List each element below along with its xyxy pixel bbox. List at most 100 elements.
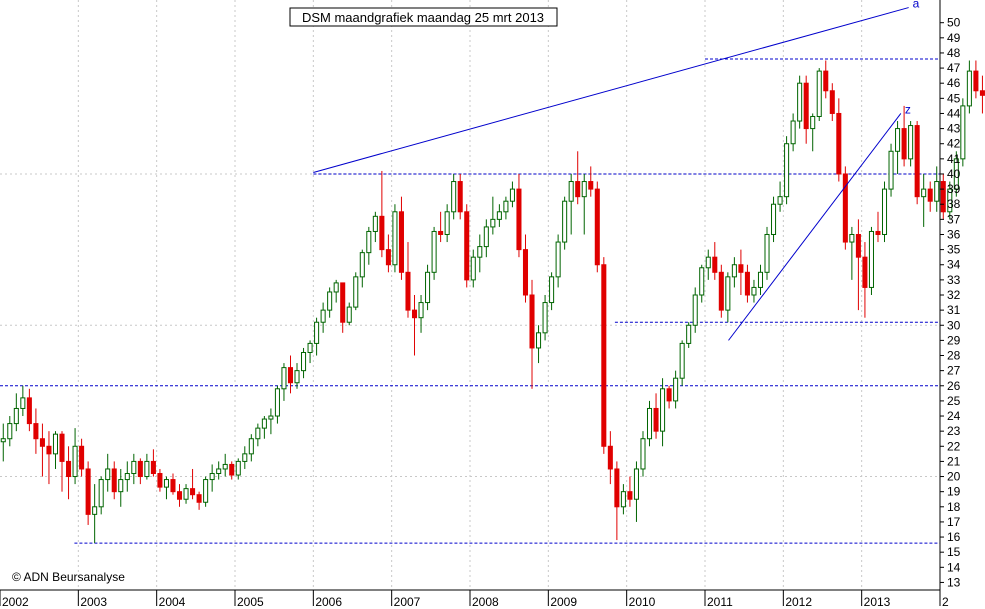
candle-22 — [144, 453, 150, 480]
candle-82 — [536, 325, 542, 364]
candle-37 — [242, 446, 248, 469]
candle-body-125 — [816, 70, 822, 117]
y-tick-label-18: 31 — [947, 303, 961, 317]
candle-body-15 — [98, 479, 104, 508]
candle-7 — [46, 431, 52, 485]
candle-16 — [105, 453, 111, 492]
y-tick-label-32: 45 — [947, 91, 961, 105]
candle-body-87 — [568, 181, 574, 202]
candle-body-24 — [157, 473, 163, 488]
y-tick-label-5: 18 — [947, 500, 961, 514]
candle-102 — [666, 385, 672, 409]
candle-2 — [13, 393, 19, 432]
candle-114 — [744, 264, 750, 303]
candle-body-44 — [287, 367, 294, 384]
candle-body-76 — [496, 211, 502, 220]
candle-body-20 — [131, 460, 137, 475]
candle-body-36 — [235, 460, 241, 476]
candle-body-106 — [692, 294, 698, 326]
candle-body-18 — [118, 479, 124, 493]
candle-49 — [320, 302, 326, 333]
candle-body-80 — [522, 249, 529, 296]
candle-body-17 — [111, 468, 117, 493]
candle-body-84 — [549, 276, 555, 304]
grid-lines — [0, 0, 940, 590]
candle-body-144 — [940, 181, 946, 213]
candle-139 — [908, 121, 914, 167]
y-tick-label-33: 46 — [947, 76, 961, 90]
candle-127 — [829, 83, 835, 122]
candle-71 — [464, 204, 470, 288]
candle-body-3 — [20, 397, 26, 409]
candle-body-72 — [470, 256, 476, 281]
candle-84 — [549, 272, 555, 311]
y-tick-label-2: 15 — [947, 545, 961, 559]
candle-body-126 — [823, 70, 829, 92]
candle-body-62 — [405, 271, 411, 311]
candle-body-32 — [209, 473, 215, 481]
candle-4 — [26, 388, 32, 432]
candle-body-112 — [731, 264, 737, 278]
candle-body-54 — [353, 276, 359, 308]
candle-31 — [203, 476, 209, 507]
candle-body-42 — [274, 388, 280, 417]
candle-body-86 — [562, 200, 568, 243]
candle-28 — [183, 484, 189, 504]
candle-body-111 — [725, 276, 731, 311]
candle-60 — [392, 204, 398, 273]
candle-body-39 — [255, 427, 261, 440]
candle-103 — [673, 370, 679, 409]
candle-body-49 — [320, 309, 326, 323]
candle-body-63 — [411, 309, 418, 319]
candle-91 — [594, 181, 600, 273]
candle-132 — [862, 242, 868, 318]
x-tick-label-5: 2007 — [394, 595, 421, 609]
candle-body-89 — [581, 181, 587, 198]
candle-body-55 — [359, 252, 365, 278]
candle-body-66 — [431, 230, 437, 273]
candle-42 — [274, 385, 280, 424]
candle-117 — [764, 226, 770, 280]
candle-30 — [196, 491, 202, 510]
candle-93 — [607, 431, 613, 485]
candle-body-117 — [764, 233, 770, 273]
candle-119 — [777, 181, 783, 212]
candle-body-2 — [13, 407, 19, 425]
x-tick-label-7: 2009 — [550, 595, 577, 609]
candle-body-95 — [620, 491, 626, 508]
candle-20 — [131, 453, 137, 485]
y-tick-label-17: 30 — [947, 318, 961, 332]
candle-body-98 — [640, 438, 646, 470]
candle-113 — [738, 249, 744, 295]
candle-94 — [614, 461, 620, 541]
candle-101 — [660, 378, 666, 447]
y-tick-label-25: 38 — [947, 197, 961, 211]
x-tick-label-8: 2010 — [629, 595, 656, 609]
candle-body-64 — [418, 302, 424, 319]
candle-89 — [581, 173, 587, 235]
candle-body-148 — [966, 70, 972, 107]
y-tick-label-13: 26 — [947, 379, 961, 393]
candle-body-134 — [875, 230, 881, 235]
y-tick-label-0: 13 — [947, 575, 961, 589]
candle-body-41 — [268, 415, 274, 420]
candle-body-27 — [176, 491, 183, 500]
candle-body-4 — [26, 397, 32, 425]
y-tick-label-22: 35 — [947, 243, 961, 257]
chart-title-box — [289, 7, 558, 27]
y-tick-label-21: 34 — [947, 258, 961, 272]
candle-145 — [947, 181, 953, 220]
trendline-a — [313, 7, 909, 173]
candle-body-22 — [144, 460, 150, 478]
candle-90 — [588, 166, 594, 197]
candle-body-69 — [451, 181, 457, 213]
candle-body-103 — [673, 377, 679, 402]
candle-body-45 — [294, 370, 300, 384]
y-tick-label-9: 22 — [947, 439, 961, 453]
trendline-z — [728, 113, 902, 341]
candle-body-122 — [797, 82, 803, 122]
candle-50 — [327, 287, 333, 318]
candle-52 — [340, 282, 346, 333]
candle-27 — [176, 484, 183, 507]
candle-body-23 — [150, 460, 156, 475]
